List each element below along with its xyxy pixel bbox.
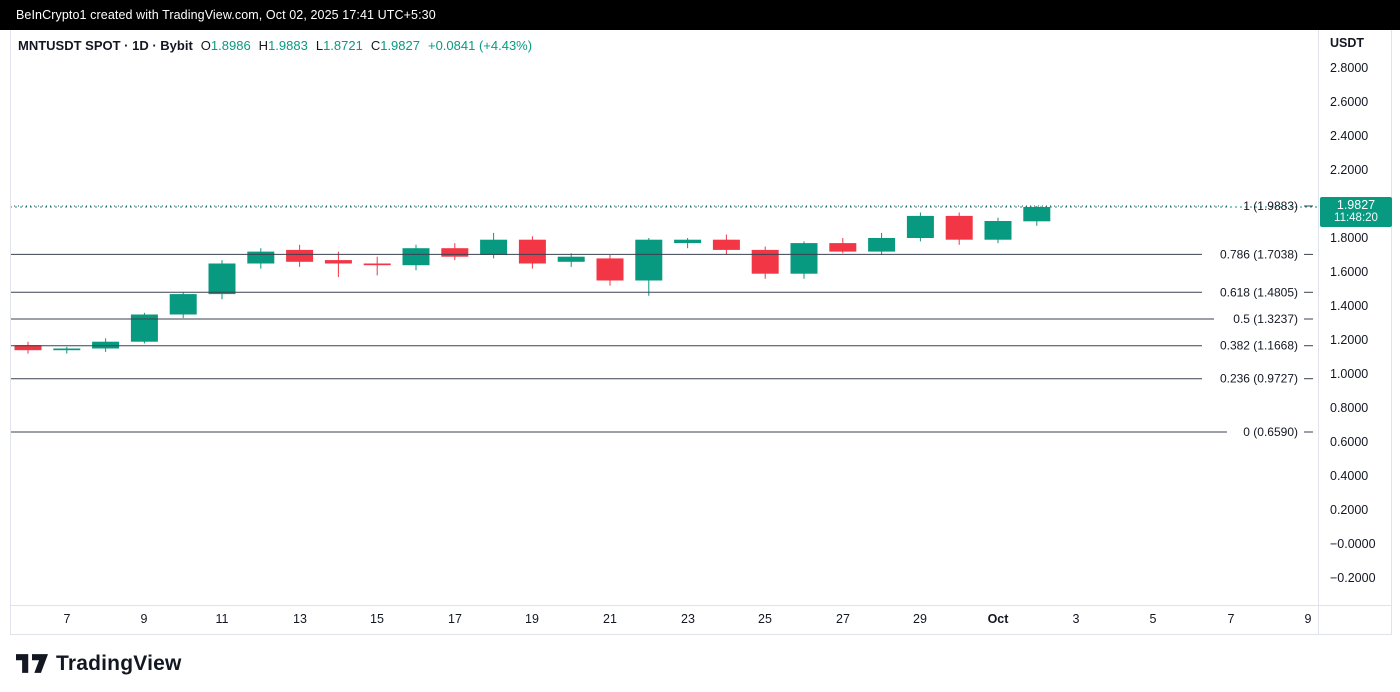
chart-region: 1 (1.9883) 0.786 (1.7038) 0.618 (1.4805) 0.… xyxy=(0,30,1400,635)
time-tick: 5 xyxy=(1149,612,1157,626)
price-tick: 1.4000 xyxy=(1330,299,1369,313)
ohlc-high: H1.9883 xyxy=(258,38,308,53)
currency-label: USDT xyxy=(1330,36,1365,50)
candle xyxy=(868,232,896,255)
fib-label: 0.618 (1.4805) xyxy=(1220,285,1298,299)
fib-label: 1 (1.9883) xyxy=(1243,199,1298,213)
time-tick: 11 xyxy=(215,612,229,626)
price-tick: 2.2000 xyxy=(1330,163,1369,177)
price-tick: 0.4000 xyxy=(1330,469,1369,483)
price-tick: 0.8000 xyxy=(1330,401,1369,415)
ohlc-low: L1.8721 xyxy=(315,38,363,53)
chart-border-right xyxy=(1391,30,1392,635)
candle xyxy=(984,217,1012,244)
candle xyxy=(208,260,236,300)
candle xyxy=(286,244,314,267)
price-tick: 1.2000 xyxy=(1330,333,1369,347)
candle xyxy=(92,338,120,352)
footer: TradingView xyxy=(0,635,1400,692)
time-tick: 9 xyxy=(1304,612,1312,626)
time-tick: 3 xyxy=(1072,612,1080,626)
tradingview-link[interactable]: TradingView xyxy=(16,652,182,676)
bar-countdown: 11:48:20 xyxy=(1334,212,1378,224)
price-scale-separator xyxy=(1318,30,1319,635)
ohlc-values: O1.8986 H1.9883 L1.8721 C1.9827 xyxy=(201,38,420,53)
ohlc-close: C1.9827 xyxy=(370,38,420,53)
fib-label: 0.786 (1.7038) xyxy=(1220,247,1298,261)
candle xyxy=(247,248,275,269)
price-tick: 2.6000 xyxy=(1330,95,1369,109)
time-tick: 9 xyxy=(140,612,148,626)
candle xyxy=(169,292,197,318)
topbar: BeInCrypto1 created with TradingView.com… xyxy=(0,0,1400,30)
price-tick: 0.6000 xyxy=(1330,435,1369,449)
time-tick: 19 xyxy=(525,612,539,626)
time-tick: 21 xyxy=(603,612,617,626)
candle xyxy=(674,238,702,249)
time-tick: 17 xyxy=(448,612,462,626)
time-tick: 13 xyxy=(293,612,307,626)
candle xyxy=(53,346,81,354)
candle xyxy=(945,212,973,245)
candle xyxy=(751,246,779,279)
candle xyxy=(557,253,585,267)
chart-border-bottom xyxy=(10,634,1392,635)
candle xyxy=(1023,206,1051,226)
candle xyxy=(441,243,469,261)
price-tick: 1.6000 xyxy=(1330,265,1369,279)
symbol-title: MNTUSDT SPOT · 1D · Bybit xyxy=(18,38,193,53)
tradingview-logo-icon xyxy=(16,654,48,673)
time-tick: 23 xyxy=(681,612,695,626)
price-tick: 0.2000 xyxy=(1330,503,1369,517)
time-tick: 27 xyxy=(836,612,850,626)
price-tick: 1.8000 xyxy=(1330,231,1369,245)
fib-label: 0.236 (0.9727) xyxy=(1220,372,1298,386)
candle xyxy=(402,244,430,271)
price-pane[interactable]: 1 (1.9883) 0.786 (1.7038) 0.618 (1.4805) 0.… xyxy=(10,30,1318,605)
candle xyxy=(324,251,352,278)
chart-legend: MNTUSDT SPOT · 1D · Bybit O1.8986 H1.988… xyxy=(18,38,532,53)
fib-label: 0 (0.6590) xyxy=(1243,425,1298,439)
chart-border-left xyxy=(10,30,11,635)
candle xyxy=(712,234,740,255)
attribution-text: BeInCrypto1 created with TradingView.com… xyxy=(16,8,436,22)
candle xyxy=(906,212,934,242)
candle xyxy=(130,312,158,344)
candle xyxy=(518,236,546,269)
candle xyxy=(790,241,818,279)
price-scale[interactable]: USDT 2.8000 2.6000 2.4000 2.2000 1.8000 1.600… xyxy=(1319,30,1400,635)
ohlc-open: O1.8986 xyxy=(200,38,251,53)
candle xyxy=(363,256,391,276)
price-tick: 2.4000 xyxy=(1330,129,1369,143)
candle xyxy=(596,255,624,286)
price-change: +0.0841 (+4.43%) xyxy=(427,38,533,53)
time-tick: 25 xyxy=(758,612,772,626)
candle xyxy=(635,238,663,296)
fib-label: 0.5 (1.3237) xyxy=(1233,312,1298,326)
candle xyxy=(14,341,42,354)
time-axis-separator xyxy=(10,605,1392,606)
last-price-label: 1.9827 11:48:20 xyxy=(1320,197,1392,227)
time-tick: 15 xyxy=(370,612,384,626)
price-tick: −0.0000 xyxy=(1330,537,1376,551)
fib-label: 0.382 (1.1668) xyxy=(1220,339,1298,353)
price-tick: −0.2000 xyxy=(1330,571,1376,585)
price-tick: 1.0000 xyxy=(1330,367,1369,381)
time-tick: 29 xyxy=(913,612,927,626)
time-tick: 7 xyxy=(63,612,71,626)
tradingview-wordmark: TradingView xyxy=(56,651,182,675)
time-tick: 7 xyxy=(1227,612,1235,626)
candle xyxy=(829,238,857,254)
price-tick: 2.8000 xyxy=(1330,61,1369,75)
time-axis[interactable]: 7 9 11 13 15 17 19 21 23 25 27 29 Oct 3 5 7 9 xyxy=(10,605,1391,635)
time-tick: Oct xyxy=(987,612,1009,626)
last-price-value: 1.9827 xyxy=(1336,198,1376,212)
